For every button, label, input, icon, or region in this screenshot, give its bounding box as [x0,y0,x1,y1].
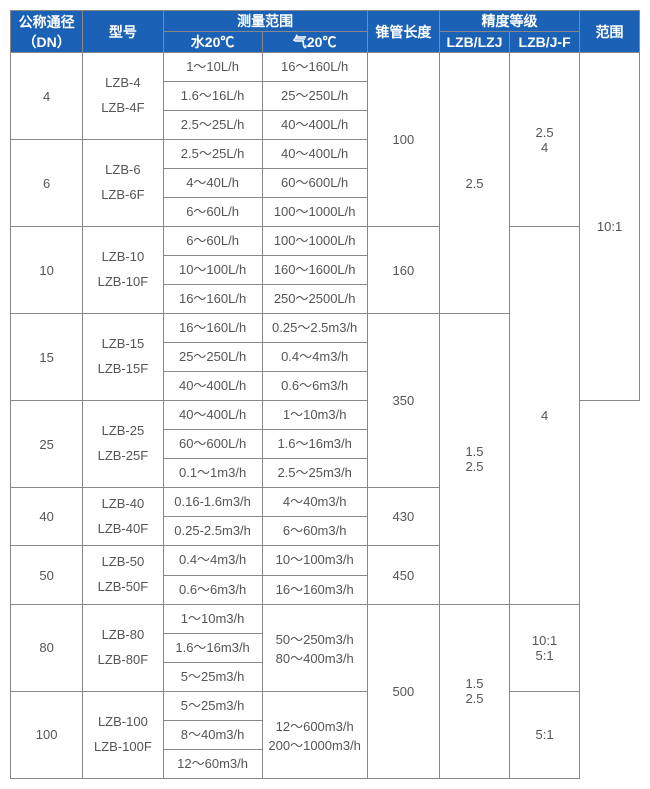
cell-dn: 40 [11,488,83,546]
cell-model: LZB-25LZB-25F [83,401,163,488]
cell-water: 1～10m3/h [163,604,262,633]
hdr-model: 型号 [83,11,163,53]
cell-p2: 4 [510,227,580,605]
cell-water: 6～60L/h [163,198,262,227]
cell-gas: 60～600L/h [262,169,367,198]
cell-gas: 16～160m3/h [262,575,367,604]
hdr-precision: 精度等级 [439,11,579,32]
cell-gas: 1.6～16m3/h [262,430,367,459]
cell-water: 0.6～6m3/h [163,575,262,604]
cell-water: 16～160L/h [163,285,262,314]
cell-gas: 25～250L/h [262,82,367,111]
cell-gas: 10～100m3/h [262,546,367,575]
cell-dn: 10 [11,227,83,314]
cell-length: 160 [367,227,439,314]
cell-model: LZB-50LZB-50F [83,546,163,604]
cell-model: LZB-40LZB-40F [83,488,163,546]
cell-water: 0.25-2.5m3/h [163,517,262,546]
cell-length: 500 [367,604,439,778]
cell-gas: 0.25～2.5m3/h [262,314,367,343]
cell-water: 40～400L/h [163,372,262,401]
hdr-gas: 气20℃ [262,32,367,53]
cell-water: 5～25m3/h [163,691,262,720]
cell-range: 10:1 [580,53,640,401]
cell-dn: 50 [11,546,83,604]
cell-gas: 1～10m3/h [262,401,367,430]
cell-length: 350 [367,314,439,488]
table-header: 公称通径（DN） 型号 测量范围 锥管长度 精度等级 范围 水20℃ 气20℃ … [11,11,640,53]
cell-gas: 50～250m3/h80～400m3/h [262,604,367,691]
spec-table: 公称通径（DN） 型号 测量范围 锥管长度 精度等级 范围 水20℃ 气20℃ … [10,10,640,779]
cell-water: 0.4～4m3/h [163,546,262,575]
cell-gas: 16～160L/h [262,53,367,82]
cell-gas: 160～1600L/h [262,256,367,285]
cell-model: LZB-15LZB-15F [83,314,163,401]
cell-water: 4～40L/h [163,169,262,198]
cell-length: 100 [367,53,439,227]
cell-water: 25～250L/h [163,343,262,372]
hdr-water: 水20℃ [163,32,262,53]
cell-p1: 1.52.5 [439,604,509,778]
cell-water: 1.6～16L/h [163,82,262,111]
cell-gas: 40～400L/h [262,140,367,169]
cell-water: 60～600L/h [163,430,262,459]
cell-gas: 250～2500L/h [262,285,367,314]
cell-dn: 15 [11,314,83,401]
cell-dn: 6 [11,140,83,227]
cell-model: LZB-6LZB-6F [83,140,163,227]
cell-gas: 100～1000L/h [262,198,367,227]
cell-length: 450 [367,546,439,604]
cell-water: 6～60L/h [163,227,262,256]
cell-water: 2.5～25L/h [163,140,262,169]
cell-water: 0.16-1.6m3/h [163,488,262,517]
cell-gas: 0.4～4m3/h [262,343,367,372]
cell-gas: 2.5～25m3/h [262,459,367,488]
cell-water: 16～160L/h [163,314,262,343]
table-body: 4 LZB-4LZB-4F 1～10L/h 16～160L/h 100 2.5 … [11,53,640,779]
hdr-dn: 公称通径（DN） [11,11,83,53]
cell-water: 8～40m3/h [163,720,262,749]
cell-p2: 2.54 [510,53,580,227]
hdr-p1: LZB/LZJ [439,32,509,53]
cell-water: 12～60m3/h [163,749,262,778]
cell-dn: 4 [11,53,83,140]
cell-p1: 2.5 [439,53,509,314]
cell-model: LZB-4LZB-4F [83,53,163,140]
cell-range: 10:15:1 [510,604,580,691]
cell-water: 1.6～16m3/h [163,633,262,662]
cell-water: 1～10L/h [163,53,262,82]
cell-dn: 100 [11,691,83,778]
cell-gas: 40～400L/h [262,111,367,140]
cell-p1: 1.52.5 [439,314,509,605]
cell-model: LZB-10LZB-10F [83,227,163,314]
cell-water: 2.5～25L/h [163,111,262,140]
hdr-range: 范围 [580,11,640,53]
cell-length: 430 [367,488,439,546]
cell-range: 5:1 [510,691,580,778]
cell-water: 10～100L/h [163,256,262,285]
cell-water: 0.1～1m3/h [163,459,262,488]
cell-gas: 6～60m3/h [262,517,367,546]
cell-dn: 25 [11,401,83,488]
cell-model: LZB-80LZB-80F [83,604,163,691]
hdr-measure: 测量范围 [163,11,367,32]
cell-gas: 100～1000L/h [262,227,367,256]
cell-water: 5～25m3/h [163,662,262,691]
cell-gas: 0.6～6m3/h [262,372,367,401]
hdr-p2: LZB/J-F [510,32,580,53]
hdr-length: 锥管长度 [367,11,439,53]
cell-gas: 4～40m3/h [262,488,367,517]
cell-gas: 12～600m3/h200～1000m3/h [262,691,367,778]
cell-dn: 80 [11,604,83,691]
cell-water: 40～400L/h [163,401,262,430]
cell-model: LZB-100LZB-100F [83,691,163,778]
